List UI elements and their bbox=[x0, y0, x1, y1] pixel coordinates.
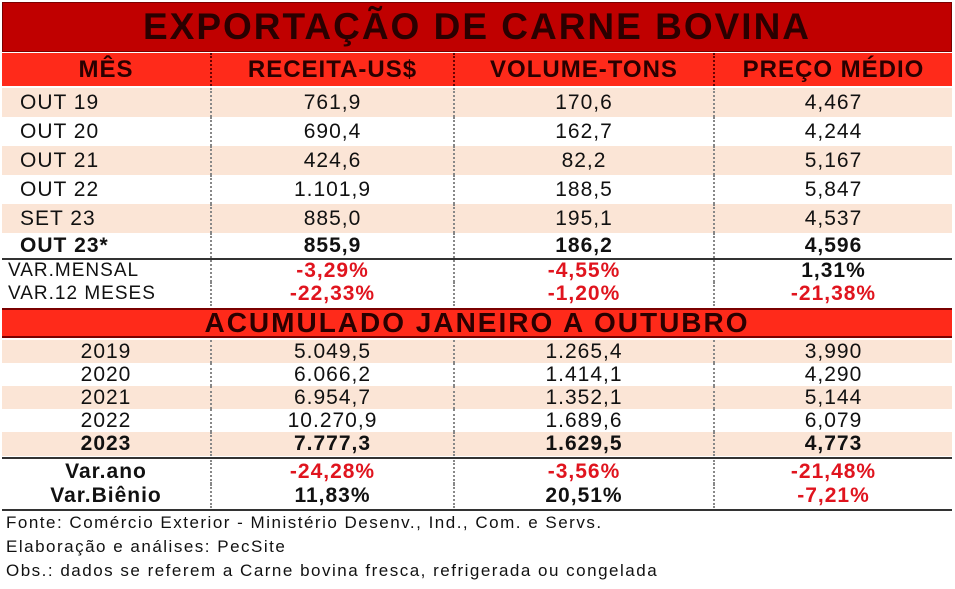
volume-cell: 1.629,5 bbox=[455, 432, 715, 456]
row-label: 2019 bbox=[2, 340, 212, 363]
table-row: 2019 5.049,5 1.265,4 3,990 bbox=[2, 340, 952, 363]
price-cell: 4,290 bbox=[804, 362, 863, 386]
source-note: Fonte: Comércio Exterior - Ministério De… bbox=[6, 513, 603, 532]
variation-row: Var.Biênio 11,83% 20,51% -7,21% bbox=[2, 484, 952, 508]
row-label: VAR.MENSAL bbox=[2, 260, 212, 282]
table-row: OUT 19 761,9 170,6 4,467 bbox=[2, 88, 952, 117]
row-label: SET 23 bbox=[2, 204, 212, 233]
variation-row: VAR.MENSAL -3,29% -4,55% 1,31% bbox=[2, 259, 952, 282]
price-var-cell: -21,48% bbox=[790, 460, 877, 483]
header-row: MÊS RECEITA-US$ VOLUME-TONS PREÇO MÉDIO bbox=[2, 53, 952, 86]
volume-cell: 195,1 bbox=[455, 204, 715, 233]
table-row: 2022 10.270,9 1.689,6 6,079 bbox=[2, 409, 952, 432]
row-label: OUT 19 bbox=[2, 88, 212, 117]
revenue-var-cell: -3,29% bbox=[212, 259, 455, 282]
section-title: ACUMULADO JANEIRO A OUTUBRO bbox=[2, 307, 952, 338]
row-label: VAR.12 MESES bbox=[2, 282, 212, 306]
revenue-cell: 885,0 bbox=[212, 204, 455, 233]
divider bbox=[2, 457, 952, 459]
price-cell: 6,079 bbox=[804, 408, 863, 432]
row-label: 2021 bbox=[2, 386, 212, 409]
revenue-cell: 5.049,5 bbox=[212, 340, 455, 363]
table-row: OUT 20 690,4 162,7 4,244 bbox=[2, 117, 952, 146]
price-cell: 5,144 bbox=[804, 385, 863, 409]
volume-cell: 82,2 bbox=[455, 146, 715, 175]
divider bbox=[2, 258, 952, 260]
header-volume: VOLUME-TONS bbox=[455, 53, 715, 86]
volume-cell: 1.689,6 bbox=[455, 409, 715, 432]
price-cell: 4,467 bbox=[804, 90, 863, 114]
volume-var-cell: 20,51% bbox=[455, 484, 715, 508]
volume-cell: 1.352,1 bbox=[455, 386, 715, 409]
row-label: 2023 bbox=[2, 432, 212, 456]
header-month: MÊS bbox=[2, 53, 212, 86]
revenue-cell: 855,9 bbox=[212, 233, 455, 258]
price-cell: 4,537 bbox=[804, 206, 863, 230]
authorship-note: Elaboração e análises: PecSite bbox=[6, 537, 287, 556]
row-label: OUT 23* bbox=[2, 233, 212, 258]
volume-cell: 186,2 bbox=[455, 233, 715, 258]
revenue-cell: 7.777,3 bbox=[212, 432, 455, 456]
volume-cell: 1.414,1 bbox=[455, 363, 715, 386]
header-revenue: RECEITA-US$ bbox=[212, 53, 455, 86]
header-avg-price: PREÇO MÉDIO bbox=[742, 55, 925, 83]
row-label: OUT 20 bbox=[2, 117, 212, 146]
revenue-cell: 1.101,9 bbox=[212, 175, 455, 204]
table-row: OUT 22 1.101,9 188,5 5,847 bbox=[2, 175, 952, 204]
revenue-cell: 6.066,2 bbox=[212, 363, 455, 386]
revenue-cell: 761,9 bbox=[212, 88, 455, 117]
table-row: 2020 6.066,2 1.414,1 4,290 bbox=[2, 363, 952, 386]
row-label: OUT 21 bbox=[2, 146, 212, 175]
revenue-var-cell: 11,83% bbox=[212, 484, 455, 508]
row-label: Var.ano bbox=[2, 460, 212, 484]
price-cell: 3,990 bbox=[804, 339, 863, 363]
volume-cell: 170,6 bbox=[455, 88, 715, 117]
revenue-cell: 6.954,7 bbox=[212, 386, 455, 409]
table-row: 2021 6.954,7 1.352,1 5,144 bbox=[2, 386, 952, 409]
revenue-var-cell: -24,28% bbox=[212, 460, 455, 484]
price-cell: 5,847 bbox=[804, 177, 863, 201]
table-row: OUT 21 424,6 82,2 5,167 bbox=[2, 146, 952, 175]
volume-cell: 1.265,4 bbox=[455, 340, 715, 363]
volume-var-cell: -1,20% bbox=[455, 282, 715, 306]
price-cell: 4,596 bbox=[804, 233, 863, 257]
price-cell: 4,244 bbox=[804, 119, 863, 143]
volume-var-cell: -3,56% bbox=[455, 460, 715, 484]
revenue-cell: 690,4 bbox=[212, 117, 455, 146]
revenue-cell: 10.270,9 bbox=[212, 409, 455, 432]
table-row: 2023 7.777,3 1.629,5 4,773 bbox=[2, 432, 952, 456]
row-label: 2022 bbox=[2, 409, 212, 432]
revenue-cell: 424,6 bbox=[212, 146, 455, 175]
volume-cell: 188,5 bbox=[455, 175, 715, 204]
variation-row: Var.ano -24,28% -3,56% -21,48% bbox=[2, 460, 952, 484]
revenue-var-cell: -22,33% bbox=[212, 282, 455, 306]
price-var-cell: 1,31% bbox=[801, 259, 866, 282]
price-var-cell: -21,38% bbox=[790, 282, 877, 305]
volume-var-cell: -4,55% bbox=[455, 259, 715, 282]
divider bbox=[2, 509, 952, 511]
row-label: 2020 bbox=[2, 363, 212, 386]
table-row: SET 23 885,0 195,1 4,537 bbox=[2, 204, 952, 233]
row-label: OUT 22 bbox=[2, 175, 212, 204]
price-cell: 4,773 bbox=[804, 432, 863, 455]
table-title: EXPORTAÇÃO DE CARNE BOVINA bbox=[2, 2, 952, 52]
observation-note: Obs.: dados se referem a Carne bovina fr… bbox=[6, 561, 659, 580]
variation-row: VAR.12 MESES -22,33% -1,20% -21,38% bbox=[2, 282, 952, 306]
price-cell: 5,167 bbox=[804, 148, 863, 172]
price-var-cell: -7,21% bbox=[797, 484, 870, 507]
row-label: Var.Biênio bbox=[2, 484, 212, 508]
table-row: OUT 23* 855,9 186,2 4,596 bbox=[2, 233, 952, 258]
volume-cell: 162,7 bbox=[455, 117, 715, 146]
